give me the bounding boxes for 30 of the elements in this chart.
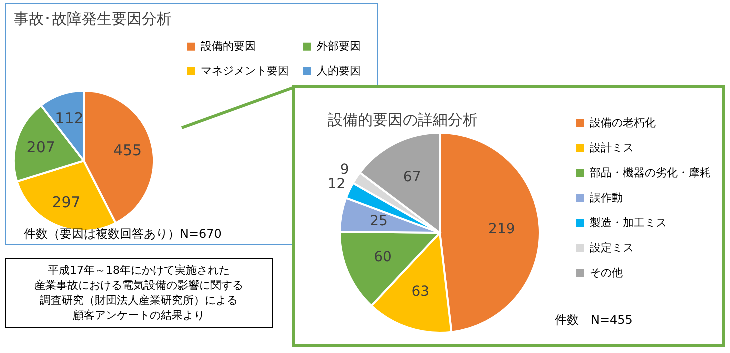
legend-label: その他 xyxy=(590,266,623,280)
data-label: 112 xyxy=(55,109,84,128)
legend-label: 外部要因 xyxy=(317,40,361,53)
legend-label: 設計ミス xyxy=(590,142,634,154)
text: 件数（要因は複数回答あり）N=670 xyxy=(24,227,222,241)
data-label: 219 xyxy=(488,221,516,238)
legend-label: 部品・機器の劣化・摩耗 xyxy=(590,166,711,180)
data-label: 12 xyxy=(328,176,346,193)
data-label: 207 xyxy=(26,138,56,156)
legend-label: 設定ミス xyxy=(590,242,634,254)
data-label: 67 xyxy=(403,170,422,186)
legend-label: 設備的要因 xyxy=(201,40,256,53)
text: 件数 N=455 xyxy=(555,313,633,327)
text: 平成17年～18年にかけて実施された xyxy=(47,263,231,278)
chart-title: 設備的要因の詳細分析 xyxy=(328,111,478,129)
legend-label: 製造・加工ミス xyxy=(590,216,667,230)
text: 調査研究（財団法人産業研究所）による xyxy=(39,293,239,308)
text: 顧客アンケートの結果より xyxy=(72,308,206,323)
chart-title: 事故･故障発生要因分析 xyxy=(14,10,172,28)
data-label: 63 xyxy=(412,284,430,300)
data-label: 9 xyxy=(340,162,350,178)
legend-label: 人的要因 xyxy=(317,64,361,78)
legend-label: 誤作動 xyxy=(590,192,623,204)
legend-label: 設備の老朽化 xyxy=(590,116,656,130)
data-label: 25 xyxy=(370,214,388,230)
data-label: 455 xyxy=(113,141,142,160)
legend-label: マネジメント要因 xyxy=(201,64,289,78)
data-label: 297 xyxy=(52,193,81,212)
text: 産業事故における電気設備の影響に関する xyxy=(34,278,244,293)
data-label: 60 xyxy=(374,249,392,266)
